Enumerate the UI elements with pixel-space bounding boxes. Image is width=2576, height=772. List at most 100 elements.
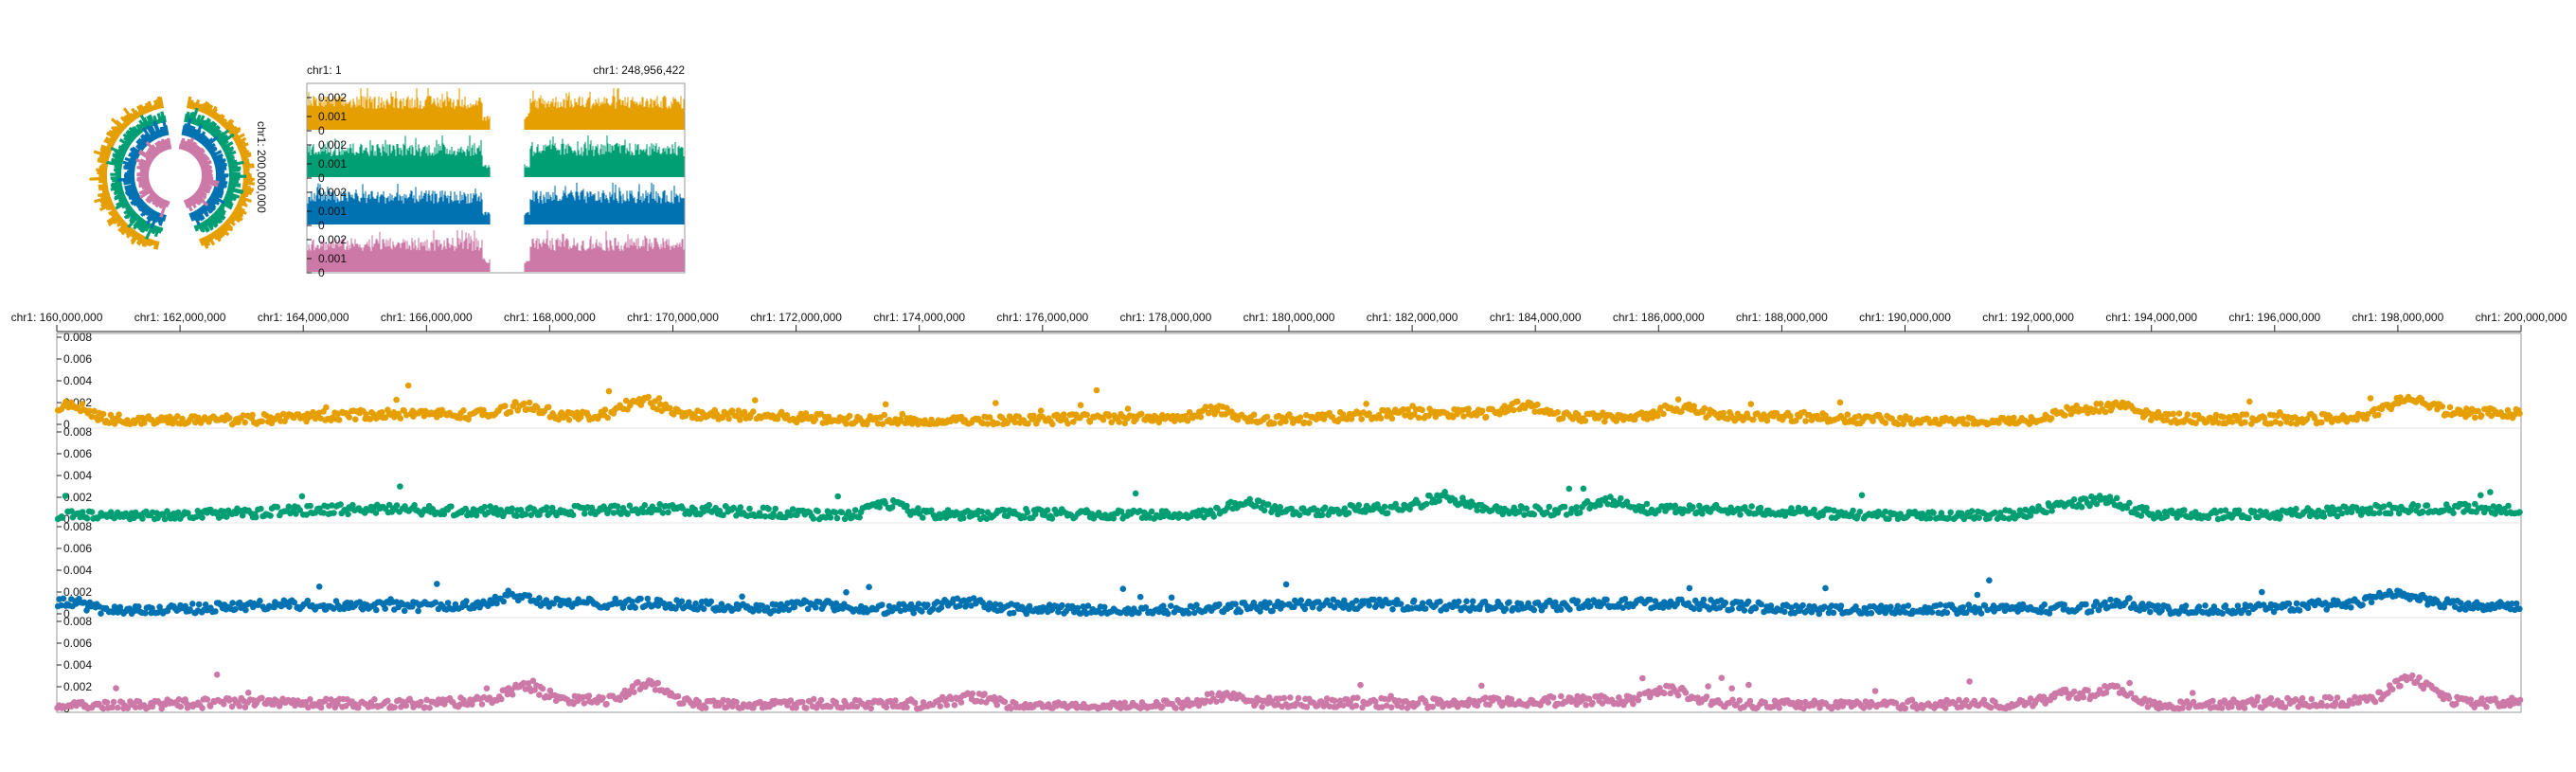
data-point — [2176, 410, 2183, 417]
data-point — [2440, 404, 2446, 410]
data-point — [318, 705, 325, 711]
data-point — [993, 400, 999, 406]
data-point — [1165, 611, 1172, 618]
data-point — [349, 502, 356, 509]
data-point — [1332, 697, 1338, 704]
data-point — [299, 494, 306, 500]
data-point — [305, 598, 312, 604]
data-point — [852, 507, 859, 513]
data-point — [799, 699, 806, 706]
data-point — [385, 698, 391, 705]
data-point — [2102, 409, 2109, 416]
data-point — [1822, 585, 1829, 592]
data-point — [316, 583, 323, 590]
data-point — [1045, 507, 1051, 513]
data-point — [1831, 610, 1837, 617]
data-point — [1661, 691, 1668, 697]
data-point — [2465, 503, 2472, 510]
data-point — [1644, 501, 1651, 508]
data-point — [2071, 496, 2078, 503]
data-point — [708, 599, 715, 605]
data-point — [602, 406, 609, 413]
scatter-points — [54, 672, 2523, 711]
data-point — [2088, 608, 2095, 615]
data-point — [1483, 414, 1490, 421]
y-tick-label: 0.006 — [63, 352, 92, 366]
y-tick-label: 0.008 — [63, 520, 92, 533]
x-tick-label: chr1: 188,000,000 — [1736, 311, 1828, 324]
data-point — [135, 603, 142, 610]
data-point — [199, 705, 206, 711]
y-tick-label: 0.008 — [63, 425, 92, 439]
data-point — [1573, 504, 1580, 511]
data-point — [2369, 600, 2375, 606]
data-point — [1198, 414, 1205, 421]
data-point — [527, 400, 533, 406]
data-point — [113, 685, 119, 691]
data-point — [521, 401, 528, 407]
data-point — [811, 696, 817, 703]
data-point — [1083, 412, 1090, 419]
data-point — [111, 699, 117, 706]
scatter-points — [55, 483, 2523, 522]
data-point — [1389, 416, 1396, 422]
data-point — [843, 589, 850, 596]
data-point — [323, 404, 330, 411]
data-point — [1975, 592, 1981, 599]
data-point — [1277, 504, 1283, 511]
data-point — [1978, 610, 1985, 617]
data-point — [818, 697, 825, 704]
data-point — [259, 695, 265, 702]
x-tick-label: chr1: 192,000,000 — [1982, 311, 2074, 324]
data-point — [267, 512, 274, 519]
data-point — [772, 506, 778, 512]
data-point — [892, 697, 899, 704]
data-point — [1296, 695, 1302, 702]
data-point — [1938, 601, 1944, 608]
data-point — [2244, 411, 2250, 418]
data-point — [566, 417, 573, 423]
data-point — [1887, 603, 1894, 610]
data-point — [1583, 702, 1589, 709]
linear-overview[interactable]: chr1: 1 chr1: 248,956,422 0.0020.00100.0… — [307, 63, 685, 279]
data-point — [581, 511, 588, 517]
data-point — [1959, 604, 1966, 611]
overview-bars — [308, 135, 684, 177]
data-point — [1474, 507, 1480, 513]
data-point — [1479, 407, 1486, 414]
x-tick-label: chr1: 172,000,000 — [750, 311, 842, 324]
circos-overview[interactable] — [90, 97, 255, 249]
data-point — [1319, 512, 1326, 518]
data-point — [970, 691, 976, 697]
data-point — [405, 383, 412, 389]
data-point — [1947, 510, 1954, 516]
data-point — [1137, 594, 1144, 601]
data-point — [1064, 421, 1071, 427]
data-point — [2516, 509, 2523, 515]
data-point — [2450, 510, 2457, 516]
data-point — [2294, 601, 2300, 607]
overview-y-tick: 0.001 — [318, 205, 347, 218]
data-point — [1636, 697, 1642, 704]
data-point — [1781, 609, 1788, 616]
data-point — [1388, 704, 1395, 710]
data-point — [1566, 486, 1573, 493]
data-point — [2321, 513, 2328, 520]
data-point — [814, 508, 821, 514]
data-point — [116, 411, 122, 418]
data-point — [665, 510, 671, 516]
data-point — [1675, 692, 1682, 699]
data-point — [1094, 387, 1100, 394]
data-point — [883, 402, 889, 408]
data-point — [994, 702, 1001, 709]
data-point — [746, 506, 753, 512]
circos-position-label: chr1: 200,000,000 — [255, 121, 268, 213]
data-point — [1690, 504, 1696, 511]
x-tick-label: chr1: 166,000,000 — [381, 311, 473, 324]
